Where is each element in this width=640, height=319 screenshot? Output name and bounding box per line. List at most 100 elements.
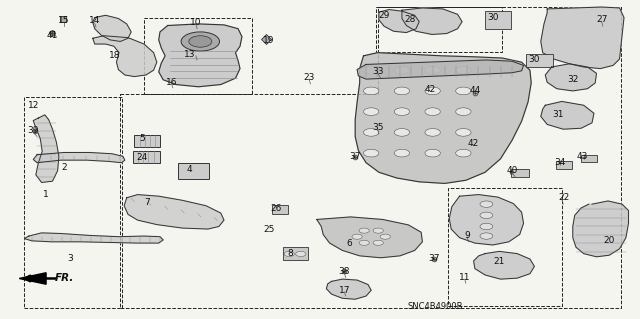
Text: 2: 2 xyxy=(61,163,67,172)
Text: 42: 42 xyxy=(424,85,436,94)
Circle shape xyxy=(425,129,440,136)
Polygon shape xyxy=(159,24,242,87)
Bar xyxy=(376,7,502,52)
Circle shape xyxy=(480,223,493,230)
Text: 16: 16 xyxy=(166,78,177,87)
Bar xyxy=(134,135,160,147)
Text: 23: 23 xyxy=(303,73,315,82)
Text: 33: 33 xyxy=(372,67,383,76)
Text: 4: 4 xyxy=(187,165,192,174)
Circle shape xyxy=(425,149,440,157)
Text: 19: 19 xyxy=(263,36,275,45)
Text: 44: 44 xyxy=(469,86,481,95)
Text: 6: 6 xyxy=(346,239,351,248)
Text: 22: 22 xyxy=(559,193,570,202)
Circle shape xyxy=(380,234,390,239)
Circle shape xyxy=(364,149,379,157)
Polygon shape xyxy=(317,217,422,258)
Polygon shape xyxy=(357,60,524,79)
Circle shape xyxy=(456,149,471,157)
Circle shape xyxy=(373,240,383,245)
Polygon shape xyxy=(355,53,531,183)
Text: 12: 12 xyxy=(28,101,39,110)
Text: 26: 26 xyxy=(271,204,282,213)
Text: 10: 10 xyxy=(190,19,202,27)
Circle shape xyxy=(352,234,362,239)
Polygon shape xyxy=(474,251,534,279)
Text: 25: 25 xyxy=(263,225,275,234)
Polygon shape xyxy=(33,115,59,182)
Text: 35: 35 xyxy=(372,123,383,132)
Polygon shape xyxy=(93,15,131,41)
Circle shape xyxy=(480,233,493,239)
Circle shape xyxy=(394,129,410,136)
Bar xyxy=(511,169,529,177)
Circle shape xyxy=(456,87,471,95)
Text: 39: 39 xyxy=(28,126,39,135)
Circle shape xyxy=(480,201,493,207)
Text: 3: 3 xyxy=(68,254,73,263)
Text: 1: 1 xyxy=(44,190,49,199)
Text: 30: 30 xyxy=(487,13,499,22)
Circle shape xyxy=(425,87,440,95)
Circle shape xyxy=(284,251,294,256)
Circle shape xyxy=(425,108,440,115)
Circle shape xyxy=(364,87,379,95)
Text: 38: 38 xyxy=(339,267,350,276)
Text: 28: 28 xyxy=(404,15,415,24)
Text: FR.: FR. xyxy=(55,273,74,283)
Text: 8: 8 xyxy=(288,249,293,258)
Circle shape xyxy=(394,87,410,95)
Text: 11: 11 xyxy=(459,273,470,282)
Circle shape xyxy=(456,129,471,136)
Polygon shape xyxy=(326,279,371,299)
Text: 34: 34 xyxy=(554,158,566,167)
Text: 42: 42 xyxy=(468,139,479,148)
Text: 21: 21 xyxy=(493,257,505,266)
Polygon shape xyxy=(541,7,624,69)
Polygon shape xyxy=(449,195,524,245)
Circle shape xyxy=(425,66,440,74)
Bar xyxy=(485,11,511,29)
Text: 41: 41 xyxy=(47,31,58,40)
Polygon shape xyxy=(124,195,224,229)
Text: 13: 13 xyxy=(184,50,195,59)
Polygon shape xyxy=(545,64,596,91)
Bar xyxy=(272,205,288,214)
Bar xyxy=(24,97,122,308)
Polygon shape xyxy=(402,8,462,34)
Bar xyxy=(556,161,572,169)
Text: 5: 5 xyxy=(140,134,145,143)
Text: 20: 20 xyxy=(604,236,615,245)
Text: 17: 17 xyxy=(339,286,350,295)
Circle shape xyxy=(364,66,379,74)
Text: 30: 30 xyxy=(528,55,540,63)
Text: 37: 37 xyxy=(428,254,440,263)
Polygon shape xyxy=(573,201,628,257)
Text: 31: 31 xyxy=(552,110,564,119)
Polygon shape xyxy=(93,36,157,77)
Polygon shape xyxy=(33,152,125,163)
Text: 27: 27 xyxy=(596,15,607,24)
Text: 40: 40 xyxy=(506,166,518,175)
Circle shape xyxy=(480,212,493,219)
Circle shape xyxy=(359,240,369,245)
Text: 15: 15 xyxy=(58,16,70,25)
Circle shape xyxy=(364,108,379,115)
Circle shape xyxy=(456,108,471,115)
Circle shape xyxy=(394,66,410,74)
Polygon shape xyxy=(379,10,419,33)
Polygon shape xyxy=(24,233,163,243)
Bar xyxy=(526,54,553,67)
Polygon shape xyxy=(541,101,594,129)
Bar xyxy=(448,188,562,306)
Circle shape xyxy=(456,66,471,74)
Text: 24: 24 xyxy=(136,153,148,162)
Text: 43: 43 xyxy=(577,152,588,161)
Circle shape xyxy=(296,251,306,256)
Bar xyxy=(283,247,308,260)
Circle shape xyxy=(181,32,220,51)
Text: 18: 18 xyxy=(109,51,121,60)
Text: SNC4B4900B: SNC4B4900B xyxy=(408,302,463,311)
Text: 14: 14 xyxy=(89,16,100,25)
